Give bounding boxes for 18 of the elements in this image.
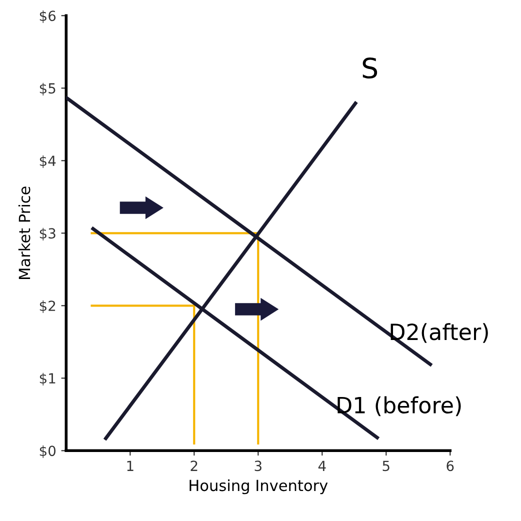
x-tick-label: 4 xyxy=(318,460,326,471)
y-tick-label: $0 xyxy=(40,445,56,458)
y-tick-label: $3 xyxy=(40,228,56,240)
series-label: D1 (before) xyxy=(338,396,461,416)
y-tick-label: $2 xyxy=(40,300,56,313)
x-tick-label: 6 xyxy=(446,460,454,472)
y-tick-label: $6 xyxy=(40,10,56,23)
series-label: S xyxy=(362,58,378,79)
series-label: D2(after) xyxy=(390,323,488,343)
y-tick-label: $5 xyxy=(40,82,56,96)
y-tick-label: $1 xyxy=(40,372,56,386)
x-tick-label: 3 xyxy=(254,460,262,472)
y-tick-label: $4 xyxy=(40,155,56,168)
x-tick-label: 2 xyxy=(190,460,198,471)
x-axis-title: Housing Inventory xyxy=(190,479,328,494)
x-tick-label: 5 xyxy=(382,460,390,472)
x-tick-label: 1 xyxy=(127,460,134,471)
y-axis-title: Market Price xyxy=(18,186,30,279)
